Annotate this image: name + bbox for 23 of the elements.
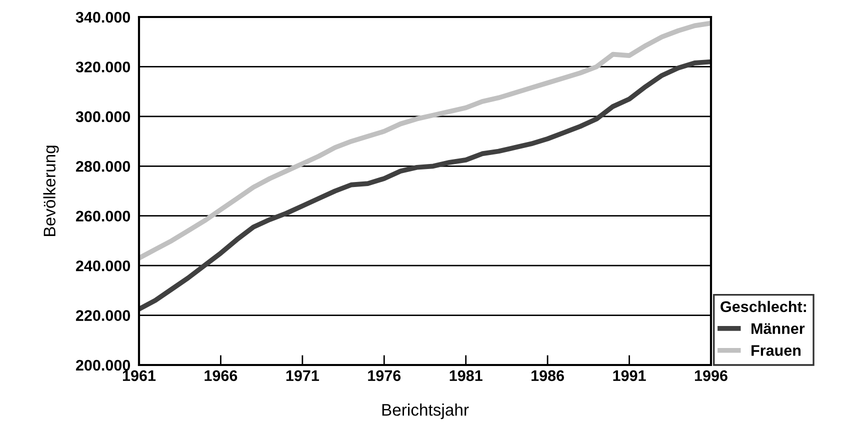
- x-tick-label: 1971: [286, 370, 319, 382]
- x-tick-label: 1991: [613, 370, 646, 382]
- y-tick-label: 300.000: [76, 111, 130, 122]
- x-axis-title: Berichtsjahr: [382, 404, 469, 420]
- x-tick-label: 1981: [450, 370, 482, 382]
- y-tick-label: 260.000: [76, 210, 130, 222]
- line-series: [139, 20, 711, 261]
- x-tick-label: 1961: [122, 370, 156, 382]
- x-tick-label: 1966: [204, 370, 238, 382]
- y-tick-label: 200.000: [76, 360, 130, 371]
- legend-title: Geschlecht:: [720, 300, 806, 312]
- x-tick-label: 1976: [368, 370, 401, 382]
- line-series: [139, 59, 711, 312]
- legend-label: Frauen: [752, 345, 801, 356]
- y-tick-label: 320.000: [76, 62, 130, 72]
- y-tick-label: 280.000: [76, 161, 130, 172]
- y-tick-label: 340.000: [76, 12, 130, 23]
- y-tick-label: 220.000: [76, 310, 130, 321]
- x-tick-label: 1996: [694, 370, 728, 382]
- legend-label: Männer: [752, 323, 805, 334]
- x-tick-label: 1986: [532, 370, 564, 382]
- y-tick-label: 240.000: [76, 260, 130, 272]
- y-axis-title: Bevölkerung: [43, 146, 59, 236]
